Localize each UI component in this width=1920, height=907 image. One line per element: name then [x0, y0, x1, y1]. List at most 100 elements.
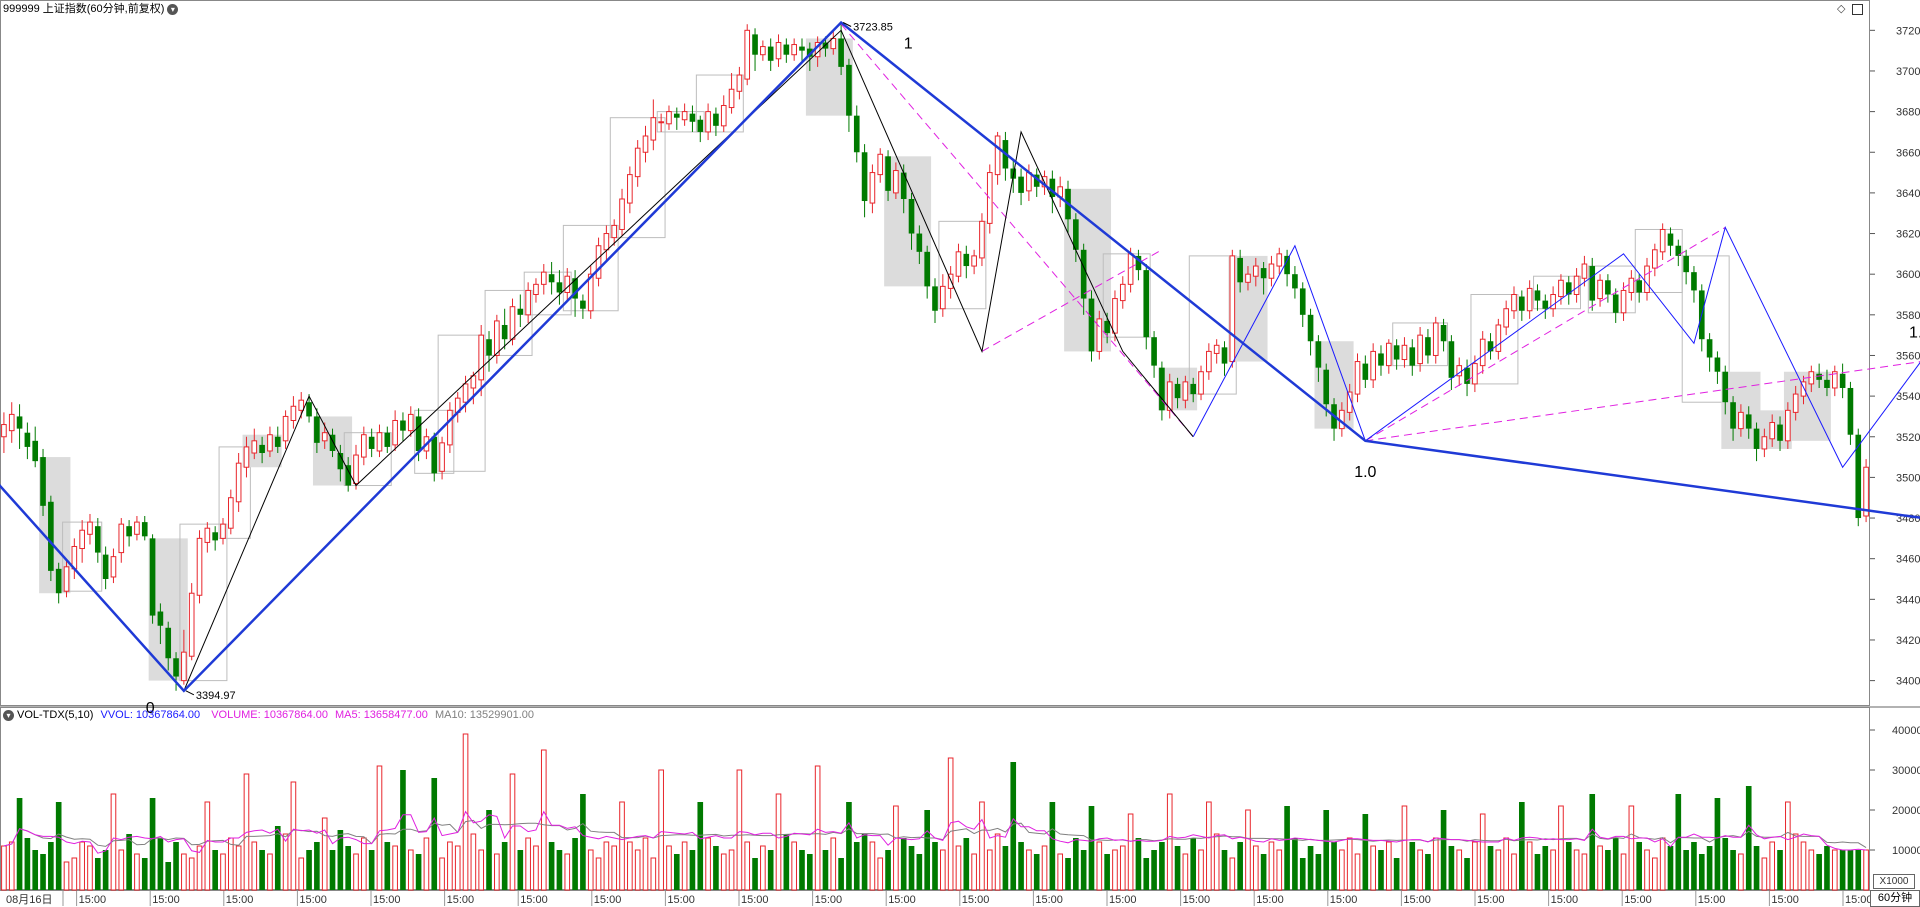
candle-body	[1620, 289, 1627, 314]
ma5-value: 13658477.00	[363, 709, 428, 721]
volume-bar	[1049, 802, 1056, 890]
time-tick-label: 15:00	[815, 894, 843, 906]
period-button[interactable]: 60分钟	[1870, 890, 1920, 907]
chart-title: 999999 上证指数(60分钟,前复权)	[3, 3, 165, 15]
volume-bar	[1221, 850, 1228, 890]
candle-body	[697, 119, 704, 132]
volume-bar	[306, 850, 312, 890]
candle-body	[673, 113, 680, 118]
price-tick-label: 3680	[1896, 107, 1920, 119]
volume-bar	[16, 798, 23, 890]
trend-box	[437, 334, 486, 472]
candle-body	[376, 432, 383, 452]
price-tick-label: 3560	[1896, 350, 1920, 362]
trend-box	[656, 111, 705, 133]
volume-bar	[149, 798, 156, 890]
vol-indicator-name: VOL-TDX(5,10)	[17, 709, 94, 721]
time-tick-label: 15:00	[1183, 894, 1211, 906]
candle-body	[1323, 369, 1330, 405]
volume-bar	[1010, 762, 1017, 890]
volume-bar	[1847, 850, 1854, 890]
volume-bar	[298, 857, 305, 891]
time-tick-label: 15:00	[299, 894, 327, 906]
volume-bar	[799, 850, 805, 890]
candle-body	[1526, 287, 1533, 312]
volume-bar	[548, 842, 555, 890]
vvol-label: VVOL:	[100, 709, 133, 721]
candle-body	[79, 529, 85, 550]
volume-bar	[55, 802, 62, 890]
volume-bar	[1393, 858, 1400, 890]
volume-bar	[431, 778, 438, 890]
candle-body	[259, 444, 265, 454]
volume-bar	[1323, 810, 1330, 890]
candle-body	[251, 440, 258, 454]
candle-body	[1612, 294, 1619, 313]
diamond-icon[interactable]: ◇	[1837, 3, 1846, 15]
volume-bar	[447, 841, 453, 891]
volume-header: ▾ VOL-TDX(5,10) VVOL: 10367864.00 VOLUME: 1…	[3, 708, 534, 722]
volume-bar	[235, 845, 242, 891]
price-tick-label: 3460	[1896, 554, 1920, 566]
volume-bar	[1284, 806, 1290, 890]
candle-body	[846, 64, 852, 116]
candle-body	[1714, 357, 1721, 372]
volume-bar	[400, 770, 406, 890]
trend-box	[1064, 188, 1112, 352]
candle-body	[134, 521, 140, 535]
chart-title-bar: 999999 上证指数(60分钟,前复权) ▾	[3, 2, 179, 16]
candle-body	[525, 289, 531, 316]
candle-body	[314, 416, 320, 443]
candle-body	[1190, 383, 1197, 395]
volume-bar	[1409, 842, 1416, 890]
volume-bar	[282, 833, 289, 891]
candle-body	[1213, 344, 1220, 354]
candle-body	[32, 440, 39, 462]
volume-bar	[1315, 854, 1322, 890]
price-tick-label: 3580	[1896, 310, 1920, 322]
candle-body	[94, 526, 101, 553]
candle-body	[16, 416, 23, 429]
volume-bar	[1456, 849, 1463, 891]
volume-bar	[1378, 850, 1384, 890]
candle-body	[603, 233, 610, 251]
candle-body	[1229, 255, 1236, 363]
candle-body	[932, 286, 938, 311]
candle-body	[1409, 347, 1416, 366]
ma10-value: 13529901.00	[469, 709, 535, 721]
candle-body	[1511, 294, 1517, 312]
volume-bar	[971, 853, 977, 891]
candle-body	[689, 113, 696, 122]
volume-bar	[63, 861, 70, 891]
candle-body	[971, 255, 977, 267]
candle-body	[1691, 272, 1697, 291]
candle-body	[1448, 341, 1455, 378]
volume-bar	[979, 801, 985, 891]
candle-body	[869, 172, 876, 204]
chevron-down-icon[interactable]: ▾	[3, 709, 14, 721]
extreme-pointer	[185, 690, 195, 696]
volume-bar	[1339, 849, 1345, 891]
volume-bar	[321, 817, 328, 891]
candle-body	[580, 300, 586, 309]
volume-bar	[580, 794, 586, 890]
chevron-down-icon[interactable]: ▾	[167, 3, 179, 15]
volume-bar	[861, 834, 868, 890]
candle-body	[509, 306, 516, 340]
extreme-pointer	[842, 22, 852, 27]
volume-bar	[775, 793, 782, 891]
volume-bar	[1229, 857, 1236, 891]
candle-body	[400, 420, 406, 431]
candle-body	[658, 121, 664, 124]
volume-bar	[509, 773, 516, 891]
candle-body	[235, 462, 242, 503]
candle-body	[720, 105, 727, 127]
volume-bar	[87, 845, 93, 891]
volume-bar	[1785, 801, 1791, 891]
candle-body	[439, 442, 445, 472]
candle-body	[736, 74, 743, 92]
volume-bar	[924, 810, 930, 890]
candle-body	[705, 111, 711, 133]
window-icon[interactable]	[1851, 3, 1863, 15]
